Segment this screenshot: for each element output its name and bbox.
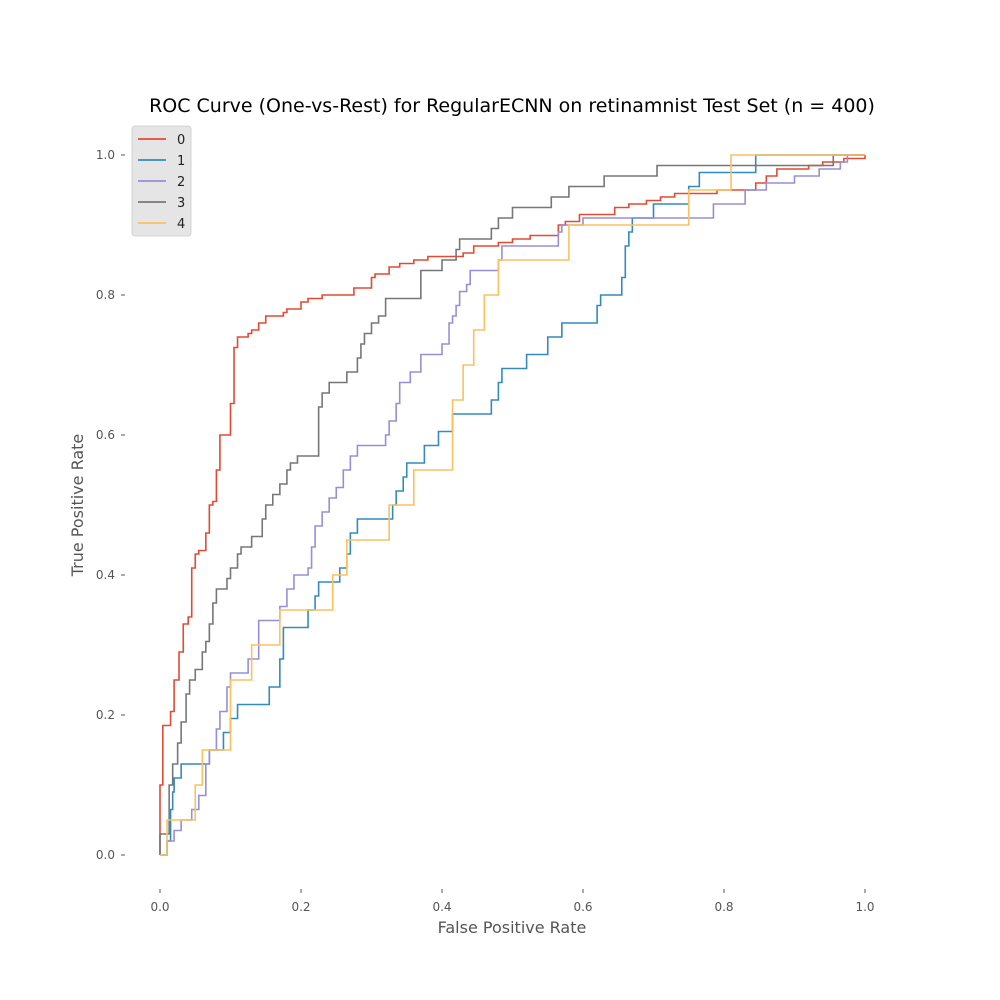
series-layer bbox=[159, 154, 866, 856]
legend-label-4: 4 bbox=[177, 217, 185, 232]
legend-items: 0 1 2 3 4 bbox=[138, 133, 185, 232]
y-tick-label: 0.6 bbox=[96, 428, 115, 442]
x-tick-label: 0.0 bbox=[150, 900, 169, 914]
x-tick-label: 0.4 bbox=[432, 900, 451, 914]
series-line-0 bbox=[159, 155, 866, 855]
legend-label-1: 1 bbox=[177, 154, 185, 169]
chart-title: ROC Curve (One-vs-Rest) for RegularECNN … bbox=[149, 95, 875, 117]
series-line-2 bbox=[160, 154, 865, 856]
series-line-1 bbox=[160, 154, 865, 856]
y-tick-label: 0.8 bbox=[96, 288, 115, 302]
series-line-4 bbox=[160, 154, 865, 856]
legend: 0 1 2 3 4 bbox=[131, 125, 192, 237]
legend-label-2: 2 bbox=[177, 175, 185, 190]
legend-label-3: 3 bbox=[177, 196, 185, 211]
legend-label-0: 0 bbox=[177, 133, 185, 148]
x-tick-label: 0.8 bbox=[714, 900, 733, 914]
x-tick-label: 1.0 bbox=[855, 900, 874, 914]
x-axis-ticks: 0.0 0.2 0.4 0.6 0.8 1.0 bbox=[150, 889, 875, 914]
y-tick-label: 0.4 bbox=[96, 568, 115, 582]
y-tick-label: 0.0 bbox=[96, 848, 115, 862]
y-tick-label: 0.2 bbox=[96, 708, 115, 722]
x-axis-title: False Positive Rate bbox=[438, 918, 587, 937]
x-tick-label: 0.2 bbox=[291, 900, 310, 914]
series-line-3 bbox=[159, 154, 865, 855]
y-axis-title: True Positive Rate bbox=[68, 434, 87, 578]
y-tick-label: 1.0 bbox=[96, 148, 115, 162]
y-axis-ticks: 0.0 0.2 0.4 0.6 0.8 1.0 bbox=[96, 148, 125, 862]
x-tick-label: 0.6 bbox=[573, 900, 592, 914]
